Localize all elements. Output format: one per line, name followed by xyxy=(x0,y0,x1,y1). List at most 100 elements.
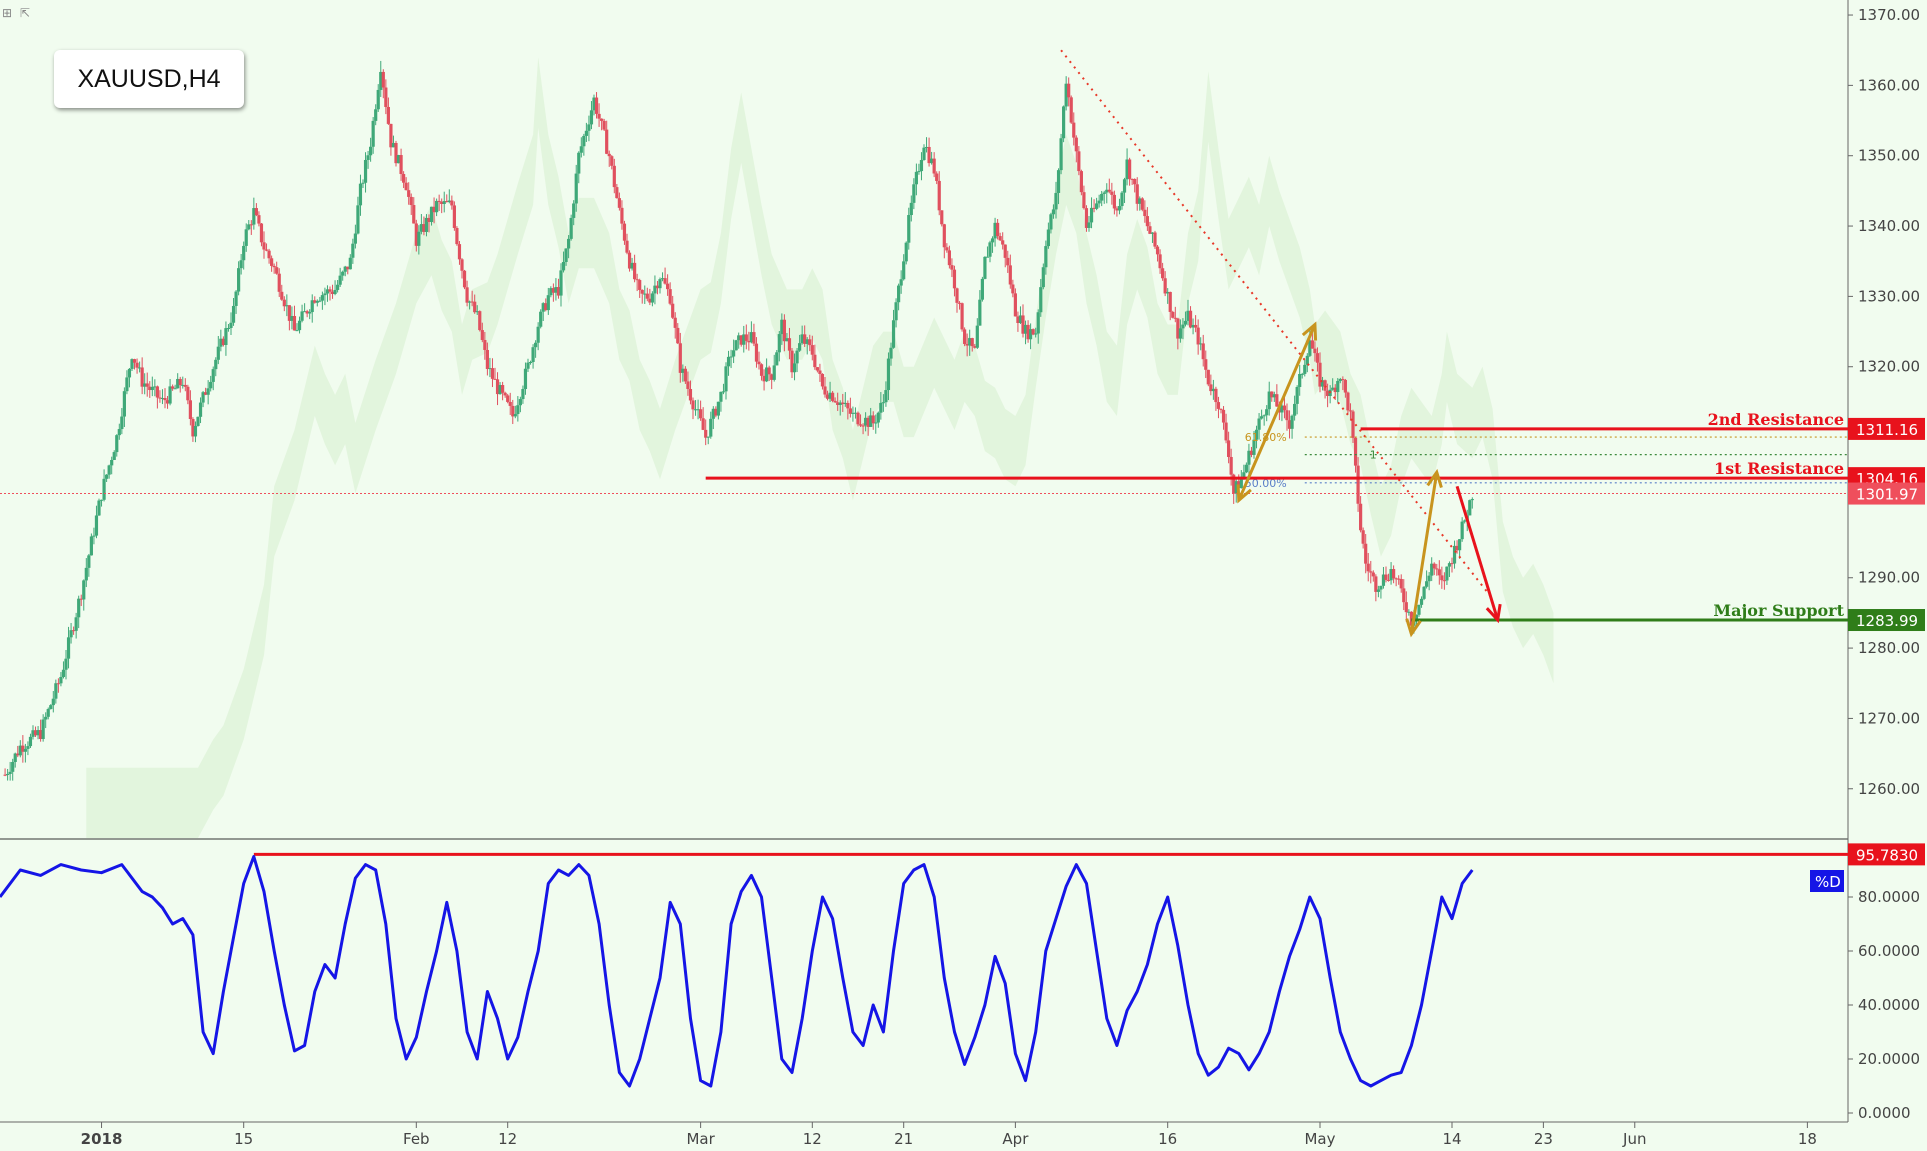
candle-body xyxy=(516,405,520,415)
candle-body xyxy=(363,159,368,183)
candle-body xyxy=(744,334,748,341)
candle-body xyxy=(770,374,774,380)
candle-body xyxy=(787,338,792,351)
candle-body xyxy=(221,338,225,345)
arrowhead-icon xyxy=(1301,321,1318,341)
candle-body xyxy=(701,418,705,430)
candle-body xyxy=(391,142,396,148)
candle-body xyxy=(501,385,505,393)
candle-body xyxy=(617,198,621,208)
candle-body xyxy=(28,736,33,747)
candle-body xyxy=(676,327,680,344)
candle-body xyxy=(1303,364,1307,374)
candle-body xyxy=(891,320,896,348)
candle-body xyxy=(333,289,337,295)
candle-body xyxy=(432,206,436,213)
candle-body xyxy=(404,182,408,191)
candle-body xyxy=(792,363,797,373)
candle-body xyxy=(1224,422,1228,441)
candle-body xyxy=(435,200,439,213)
candle-body xyxy=(633,262,637,280)
candle-body xyxy=(1323,380,1327,391)
candle-body xyxy=(569,217,573,239)
candle-body xyxy=(1282,405,1287,411)
fib-label-50: 50.00% xyxy=(1245,477,1287,490)
candle-body xyxy=(734,340,738,351)
date-tick-label: May xyxy=(1304,1130,1335,1148)
candle-body xyxy=(384,87,388,107)
price-tick-label: 1320.00 xyxy=(1858,358,1920,376)
candle-body xyxy=(386,106,390,124)
candle-body xyxy=(21,745,25,752)
collapse-icon[interactable]: ⇱ xyxy=(19,6,30,20)
candle-body xyxy=(673,317,677,328)
candle-body xyxy=(858,424,863,426)
candle-body xyxy=(518,399,522,406)
candle-body xyxy=(777,334,781,353)
candle-body xyxy=(1069,97,1073,123)
candle-body xyxy=(1171,311,1175,318)
price-tick-label: 1370.00 xyxy=(1858,6,1920,24)
candle-body xyxy=(209,381,213,389)
candle-body xyxy=(1110,191,1114,195)
candle-body xyxy=(820,373,825,387)
candle-body xyxy=(610,156,614,166)
candle-body xyxy=(508,401,512,406)
candle-body xyxy=(264,249,269,251)
candle-body xyxy=(1369,571,1373,573)
candle-body xyxy=(132,359,137,363)
candle-body xyxy=(1155,246,1160,255)
candle-body xyxy=(1089,207,1094,223)
expand-icon[interactable]: ⊞ xyxy=(2,6,13,20)
candle-body xyxy=(589,110,594,125)
candle-body xyxy=(1254,429,1259,440)
candle-body xyxy=(424,217,429,232)
stoch-tick-label: 60.0000 xyxy=(1858,942,1920,960)
candle-body xyxy=(884,390,888,403)
candle-body xyxy=(325,289,330,294)
candle-body xyxy=(523,368,528,390)
candle-body xyxy=(1343,379,1347,393)
candle-body xyxy=(846,402,850,409)
candle-body xyxy=(765,367,769,382)
candle-body xyxy=(1417,604,1421,615)
candle-body xyxy=(1143,209,1147,217)
corner-controls[interactable]: ⊞ ⇱ xyxy=(2,6,30,20)
candle-body xyxy=(468,301,472,303)
candle-body xyxy=(287,305,291,321)
candle-body xyxy=(457,244,462,260)
candle-body xyxy=(549,288,553,296)
candle-body xyxy=(833,400,837,403)
candle-body xyxy=(861,425,865,427)
candle-body xyxy=(445,201,449,203)
candle-body xyxy=(625,240,629,253)
candle-body xyxy=(838,402,842,405)
candle-body xyxy=(666,283,670,290)
candle-body xyxy=(1107,189,1111,192)
candle-body xyxy=(191,419,195,437)
candle-body xyxy=(376,89,380,110)
candle-body xyxy=(115,435,119,453)
candle-body xyxy=(33,730,38,736)
candle-body xyxy=(399,155,403,175)
candle-body xyxy=(1120,192,1124,207)
candle-body xyxy=(193,425,198,437)
candle-body xyxy=(1394,578,1398,580)
candle-body xyxy=(206,388,210,395)
candle-body xyxy=(963,329,967,345)
candle-body xyxy=(930,158,934,164)
stoch-legend-box xyxy=(1810,870,1844,892)
candle-body xyxy=(808,339,812,346)
candle-body xyxy=(1359,503,1363,531)
price-tick-label: 1360.00 xyxy=(1858,76,1920,94)
candle-body xyxy=(56,683,60,685)
candle-body xyxy=(490,368,495,379)
candle-body xyxy=(584,130,588,136)
candle-body xyxy=(165,400,170,404)
candle-body xyxy=(267,250,271,259)
candle-body xyxy=(51,698,55,706)
candle-body xyxy=(183,384,187,387)
candle-body xyxy=(815,367,819,371)
candle-body xyxy=(214,359,218,370)
